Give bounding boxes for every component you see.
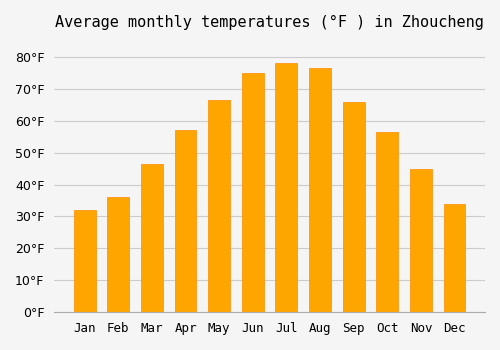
Bar bbox=[208, 100, 230, 312]
Bar bbox=[410, 169, 432, 312]
Bar bbox=[444, 204, 466, 312]
Bar bbox=[74, 210, 96, 312]
Bar bbox=[174, 130, 197, 312]
Bar bbox=[309, 68, 331, 312]
Bar bbox=[141, 164, 163, 312]
Bar bbox=[108, 197, 130, 312]
Bar bbox=[376, 132, 398, 312]
Bar bbox=[342, 102, 364, 312]
Bar bbox=[276, 63, 297, 312]
Title: Average monthly temperatures (°F ) in Zhoucheng: Average monthly temperatures (°F ) in Zh… bbox=[55, 15, 484, 30]
Bar bbox=[242, 73, 264, 312]
